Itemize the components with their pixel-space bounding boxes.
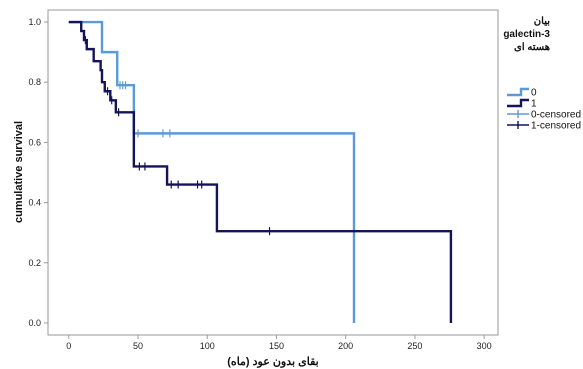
legend-title-line-1: بیان — [534, 16, 550, 27]
x-axis-ticks: 0 50 100 150 200 250 300 — [66, 335, 492, 351]
x-tick-label: 250 — [407, 341, 422, 351]
legend-title-line-2: galectin-3 — [503, 29, 550, 40]
legend-item-1-censored: 1-censored — [507, 121, 581, 132]
y-tick-label: 0.4 — [28, 198, 41, 208]
y-axis-title: cumulative survival — [13, 121, 25, 223]
legend-swatch — [507, 98, 529, 108]
x-tick-label: 300 — [477, 341, 492, 351]
legend-title-line-3: هسته ای — [514, 42, 550, 53]
y-tick-label: 0.8 — [28, 77, 41, 87]
y-tick-label: 0.0 — [28, 318, 41, 328]
legend-item-0: 0 — [507, 88, 537, 99]
legend-label: 0 — [531, 88, 537, 99]
x-tick-label: 50 — [133, 341, 143, 351]
x-tick-label: 200 — [338, 341, 353, 351]
y-tick-label: 0.6 — [28, 137, 41, 147]
survival-curves — [68, 20, 453, 323]
survival-curve-0 — [68, 20, 356, 323]
y-axis-ticks: 0.0 0.2 0.4 0.6 0.8 1.0 — [28, 17, 48, 328]
legend-item-0-censored: 0-censored — [507, 110, 581, 121]
legend-label: 1-censored — [531, 121, 581, 132]
x-axis-title: بقای بدون عود (ماه) — [227, 356, 318, 368]
plot-area — [47, 9, 499, 336]
legend-label: 1 — [531, 99, 537, 110]
legend-label: 0-censored — [531, 110, 581, 121]
x-tick-label: 100 — [200, 341, 215, 351]
legend-item-1: 1 — [507, 99, 537, 110]
y-tick-label: 1.0 — [28, 17, 41, 27]
series-1 — [68, 20, 453, 323]
x-tick-label: 150 — [269, 341, 284, 351]
series-0 — [68, 20, 356, 323]
x-tick-label: 0 — [66, 341, 71, 351]
legend: بیان galectin-3 هسته ای 010-censored1-ce… — [503, 16, 581, 132]
legend-swatch — [507, 87, 529, 97]
y-tick-label: 0.2 — [28, 258, 41, 268]
